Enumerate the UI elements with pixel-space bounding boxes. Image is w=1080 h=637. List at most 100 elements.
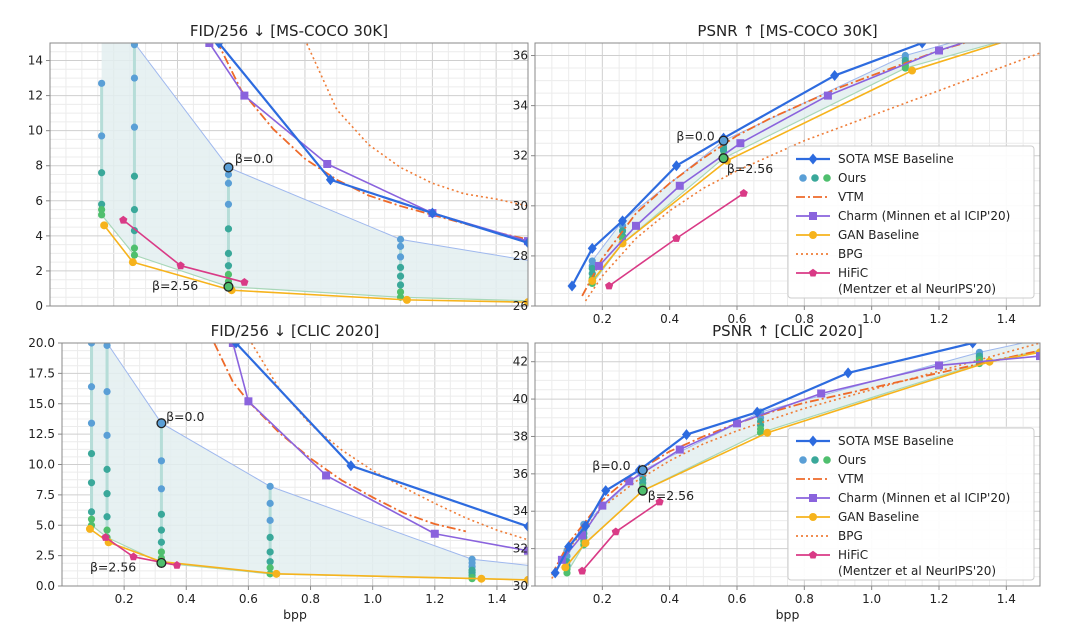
fid-coco-panel: 0 2 4 6 8 10 12 14 β=0.0 β=2.56 FID/256 ↓ [MS-COCO… <box>28 22 529 313</box>
legend-entry-bpg: BPG <box>796 247 863 261</box>
x-tick-label: 0.6 <box>727 592 746 606</box>
vtm-line <box>551 349 1040 576</box>
ours-point <box>103 490 111 498</box>
ours-point <box>266 564 274 572</box>
gan-marker <box>618 239 627 248</box>
ours-range-shade <box>101 43 528 301</box>
vtm-line <box>213 343 467 533</box>
beta-highlight-point <box>156 557 167 568</box>
beta-annotation: β=2.56 <box>648 488 694 503</box>
charm-marker <box>594 261 603 270</box>
y-tick-label: 14 <box>28 54 43 68</box>
ours-point <box>103 343 111 350</box>
vtm-line <box>216 43 528 241</box>
legend-label-ours: Ours <box>838 453 866 467</box>
sota-marker <box>682 429 691 441</box>
charm-marker <box>244 397 253 406</box>
ours-point <box>396 272 405 280</box>
ours-point <box>87 508 96 516</box>
ours-point <box>87 343 96 347</box>
legend-label-charm: Charm (Minnen et al ICIP'20) <box>838 209 1010 223</box>
hific-marker <box>119 215 128 224</box>
sota-marker <box>601 485 611 497</box>
ours-point <box>224 200 233 208</box>
charm-marker <box>228 343 237 347</box>
sota-marker <box>231 343 241 349</box>
legend-label-sota: SOTA MSE Baseline <box>838 434 954 448</box>
legend-label-ours: Ours <box>838 171 866 185</box>
legend-marker-sota <box>808 153 818 165</box>
panel-title: PSNR ↑ [CLIC 2020] <box>712 322 863 340</box>
vtm-series <box>581 43 968 297</box>
charm-marker <box>817 389 826 398</box>
hific-marker <box>655 497 664 506</box>
y-tick-label: 2 <box>35 264 43 278</box>
legend: SOTA MSE Baseline Ours VTM Charm (Minnen et… <box>787 145 1035 299</box>
charm-marker <box>240 91 249 100</box>
bpg-line <box>305 43 528 207</box>
ours-point <box>396 281 405 289</box>
bpg-line <box>584 52 1040 302</box>
ours-point <box>98 205 106 214</box>
ours-point <box>224 225 233 233</box>
ours-point <box>98 169 106 177</box>
panel-title: PSNR ↑ [MS-COCO 30K] <box>697 22 877 40</box>
gan-marker <box>524 298 528 306</box>
sota-marker <box>843 367 853 379</box>
ours-point <box>103 526 111 534</box>
ours-point <box>130 251 139 259</box>
sota-line <box>218 43 528 244</box>
ours-point <box>87 515 96 523</box>
charm-marker <box>675 445 684 454</box>
legend-box <box>787 427 1035 581</box>
vtm-series <box>216 43 528 241</box>
gan-marker <box>763 428 772 437</box>
ours-point <box>224 262 233 270</box>
plot-content <box>567 43 1040 302</box>
legend-ours-dot <box>799 174 807 182</box>
ours-point <box>396 253 405 261</box>
gan-marker <box>272 569 281 578</box>
y-tick-label: 26 <box>513 299 528 313</box>
hific-marker <box>611 527 620 536</box>
ours-point <box>87 479 96 487</box>
legend-ours-dot <box>811 174 819 182</box>
charm-marker <box>736 139 745 148</box>
y-tick-label: 7.5 <box>36 488 55 502</box>
y-tick-label: 8 <box>35 159 43 173</box>
legend-label-charm: Charm (Minnen et al ICIP'20) <box>838 491 1010 505</box>
x-tick-label: 0.4 <box>660 592 679 606</box>
sota-marker <box>618 215 628 227</box>
gan-marker <box>588 276 597 285</box>
plot-content <box>98 43 528 306</box>
x-tick-label: 0.4 <box>177 592 196 606</box>
x-tick-label: 1.4 <box>997 312 1016 326</box>
y-tick-label: 30 <box>513 199 528 213</box>
ours-range-shade <box>91 343 528 580</box>
ours-point <box>130 43 139 49</box>
legend-ours-dot <box>823 456 831 464</box>
y-tick-label: 30 <box>513 579 528 593</box>
ours-point <box>396 288 405 296</box>
axes-frame <box>534 42 1041 307</box>
sota-line <box>554 343 978 574</box>
fid-clic-panel: 0.0 2.5 5.0 7.5 10.0 12.5 15.0 17.5 20.0 0.2 0.4 0.… <box>28 322 529 622</box>
ours-point <box>157 510 166 518</box>
y-tick-label: 28 <box>513 249 528 263</box>
x-tick-label: 1.4 <box>997 592 1016 606</box>
x-tick-label: 0.8 <box>795 592 814 606</box>
panel-title: FID/256 ↓ [MS-COCO 30K] <box>190 22 388 40</box>
x-tick-label: 0.2 <box>593 312 612 326</box>
panel-title: FID/256 ↓ [CLIC 2020] <box>211 322 380 340</box>
charm-series <box>228 343 528 555</box>
beta-highlight-point <box>223 281 234 292</box>
ours-beta0-line <box>134 43 528 261</box>
legend-entry-charm: Charm (Minnen et al ICIP'20) <box>796 209 1010 223</box>
legend-label-sota: SOTA MSE Baseline <box>838 152 954 166</box>
ours-point <box>266 499 274 507</box>
sota-marker <box>523 520 528 532</box>
legend-label-vtm: VTM <box>838 190 864 204</box>
hific-marker <box>172 561 181 569</box>
legend-entry-sota: SOTA MSE Baseline <box>796 434 954 448</box>
